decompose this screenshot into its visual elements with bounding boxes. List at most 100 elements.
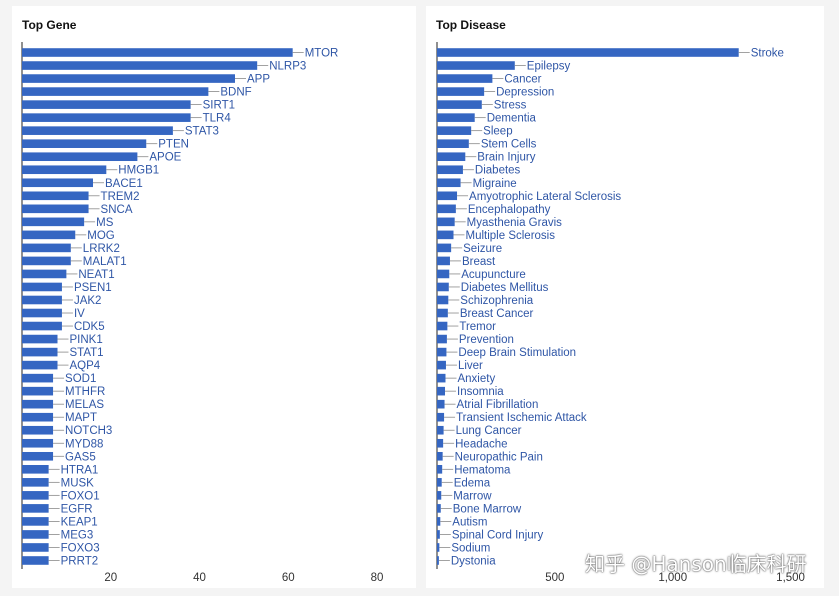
x-tick-label: 1,500 — [776, 572, 805, 584]
bar-0[interactable] — [22, 48, 293, 57]
bar-33[interactable] — [437, 478, 442, 487]
bar-3[interactable] — [22, 87, 209, 96]
bar-22[interactable] — [22, 334, 58, 344]
bar-24[interactable] — [437, 360, 446, 370]
bar-label: Liver — [458, 360, 483, 372]
bar-15[interactable] — [437, 243, 452, 253]
bar-label: MS — [96, 217, 114, 229]
bar-15[interactable] — [22, 243, 71, 253]
bar-7[interactable] — [437, 139, 469, 148]
bar-9[interactable] — [437, 165, 463, 175]
bar-label: MALAT1 — [83, 256, 127, 268]
bar-29[interactable] — [437, 425, 444, 435]
bar-2[interactable] — [437, 74, 493, 83]
bar-6[interactable] — [437, 126, 472, 135]
bar-label: Dystonia — [451, 555, 496, 567]
bar-28[interactable] — [437, 412, 445, 422]
bar-19[interactable] — [437, 295, 449, 305]
bar-32[interactable] — [22, 465, 49, 474]
bar-label: Breast Cancer — [460, 308, 534, 320]
bar-32[interactable] — [437, 465, 443, 474]
bar-label: Lung Cancer — [456, 425, 522, 437]
bar-36[interactable] — [437, 517, 441, 526]
bar-11[interactable] — [22, 191, 89, 201]
bar-16[interactable] — [22, 256, 71, 266]
bar-7[interactable] — [22, 139, 147, 148]
bar-11[interactable] — [437, 191, 458, 201]
bar-35[interactable] — [22, 504, 49, 513]
bar-label: Multiple Sclerosis — [466, 230, 556, 242]
bar-3[interactable] — [437, 87, 485, 96]
bar-2[interactable] — [22, 74, 235, 83]
bar-18[interactable] — [437, 282, 449, 292]
bar-label: EGFR — [61, 503, 93, 515]
bar-26[interactable] — [22, 386, 54, 396]
bar-31[interactable] — [437, 451, 443, 461]
bar-12[interactable] — [437, 204, 456, 214]
bar-label: Bone Marrow — [453, 503, 522, 515]
bar-29[interactable] — [22, 425, 54, 435]
bar-label: CDK5 — [74, 321, 105, 333]
bar-34[interactable] — [22, 491, 49, 500]
bar-0[interactable] — [437, 48, 739, 57]
bar-1[interactable] — [437, 61, 515, 70]
bar-17[interactable] — [22, 269, 67, 279]
bar-21[interactable] — [437, 321, 448, 331]
bar-4[interactable] — [22, 100, 191, 109]
bar-31[interactable] — [22, 451, 54, 461]
bar-30[interactable] — [22, 438, 54, 448]
bar-4[interactable] — [437, 100, 482, 109]
bar-30[interactable] — [437, 438, 444, 448]
bar-8[interactable] — [437, 152, 466, 162]
bar-23[interactable] — [437, 347, 447, 357]
bar-38[interactable] — [22, 543, 49, 552]
bar-37[interactable] — [437, 530, 440, 539]
bar-23[interactable] — [22, 347, 58, 357]
bar-8[interactable] — [22, 152, 138, 162]
bar-34[interactable] — [437, 491, 442, 500]
bar-label: BACE1 — [105, 178, 143, 190]
bar-9[interactable] — [22, 165, 107, 175]
bar-21[interactable] — [22, 321, 62, 331]
bar-18[interactable] — [22, 282, 62, 292]
bar-label: Insomnia — [457, 386, 504, 398]
bar-label: SIRT1 — [203, 100, 235, 112]
bar-22[interactable] — [437, 334, 447, 344]
bar-12[interactable] — [22, 204, 89, 214]
bar-6[interactable] — [22, 126, 173, 135]
bar-28[interactable] — [22, 412, 54, 422]
bar-14[interactable] — [437, 230, 454, 240]
bar-5[interactable] — [22, 113, 191, 122]
bar-26[interactable] — [437, 386, 446, 396]
bar-24[interactable] — [22, 360, 58, 370]
bar-36[interactable] — [22, 517, 49, 526]
disease-chart-title: Top Disease — [436, 18, 506, 32]
bar-33[interactable] — [22, 478, 49, 487]
bar-label: Cancer — [504, 74, 541, 86]
bar-13[interactable] — [437, 217, 455, 227]
bar-10[interactable] — [22, 178, 93, 188]
bar-20[interactable] — [22, 308, 62, 318]
bar-13[interactable] — [22, 217, 85, 227]
bar-39[interactable] — [437, 556, 439, 565]
bar-37[interactable] — [22, 530, 49, 539]
bar-19[interactable] — [22, 295, 62, 305]
bar-label: IV — [74, 308, 85, 320]
bar-5[interactable] — [437, 113, 475, 122]
bar-16[interactable] — [437, 256, 450, 266]
bar-35[interactable] — [437, 504, 441, 513]
bar-39[interactable] — [22, 556, 49, 565]
bar-25[interactable] — [22, 373, 54, 383]
bar-20[interactable] — [437, 308, 448, 318]
bar-14[interactable] — [22, 230, 76, 240]
bar-label: Brain Injury — [477, 152, 535, 164]
bar-27[interactable] — [22, 399, 54, 409]
bar-10[interactable] — [437, 178, 461, 188]
gene-chart-title: Top Gene — [22, 18, 77, 32]
disease-bar-chart: Stroke EpilepsyCancerDepressionStressDeme… — [436, 42, 805, 584]
bar-17[interactable] — [437, 269, 450, 279]
bar-1[interactable] — [22, 61, 258, 70]
bar-38[interactable] — [437, 543, 440, 552]
bar-27[interactable] — [437, 399, 445, 409]
bar-25[interactable] — [437, 373, 446, 383]
